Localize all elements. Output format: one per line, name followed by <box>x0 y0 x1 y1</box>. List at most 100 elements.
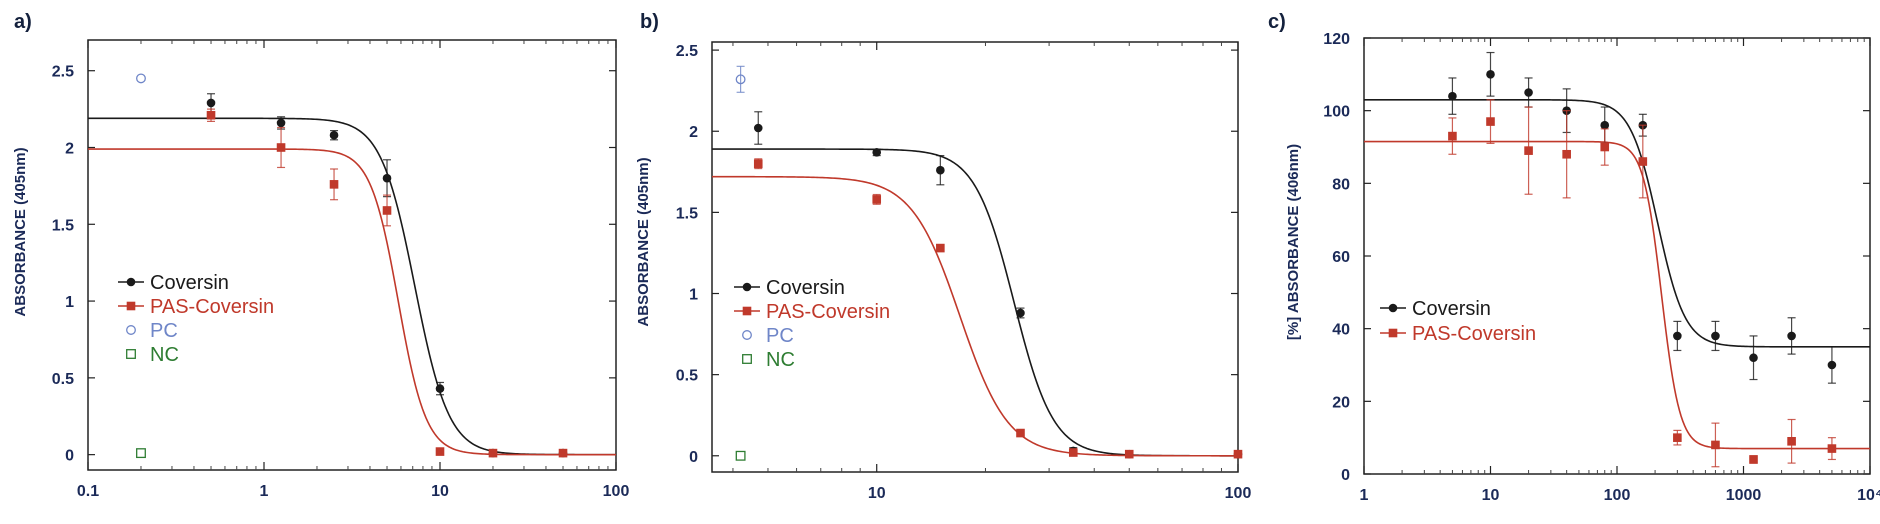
data-point <box>1524 88 1533 97</box>
data-point <box>276 118 286 128</box>
data-point <box>1827 360 1837 370</box>
x-tick-label: 10 <box>431 483 449 500</box>
data-point <box>735 450 746 461</box>
y-tick-label: 100 <box>1323 104 1350 121</box>
data-point <box>1827 444 1837 453</box>
data-point <box>276 143 286 152</box>
data-point <box>136 448 146 459</box>
data-point <box>329 130 339 140</box>
data-point <box>753 159 763 168</box>
x-tick-label: 10 <box>868 485 886 502</box>
legend-label: PAS-Coversin <box>150 296 274 318</box>
y-tick-label: 1 <box>689 287 698 304</box>
data-point <box>1486 117 1495 126</box>
data-point <box>1448 131 1457 141</box>
legend-label: Coversin <box>766 277 845 299</box>
y-tick-label: 20 <box>1332 394 1350 411</box>
legend-label: PC <box>766 325 794 347</box>
legend-marker <box>742 306 752 316</box>
y-axis-label: [%] ABSORBANCE (406nm) <box>1285 144 1302 340</box>
y-axis-label: ABSORBANCE (405nm) <box>12 147 29 316</box>
data-point <box>872 148 882 157</box>
legend-marker <box>126 325 136 335</box>
panel-c: c) [%] ABSORBANCE (406nm) 0 20 40 60 80 100 12… <box>1268 11 1880 504</box>
data-point <box>872 195 882 204</box>
data-point <box>382 173 392 183</box>
legend-label: Coversin <box>1412 298 1491 320</box>
x-tick-label: 100 <box>1225 485 1252 502</box>
legend-marker <box>742 354 752 364</box>
y-tick-label: 1 <box>65 294 74 311</box>
data-point <box>1600 120 1610 130</box>
panel-b: b) ABSORBANCE (405nm) 00.511.522.510 100 … <box>635 11 1251 502</box>
fit-curve <box>88 148 616 456</box>
data-point <box>1749 353 1758 363</box>
x-tick-label: 1 <box>1360 487 1369 504</box>
legend-marker <box>1388 303 1398 313</box>
data-point <box>382 206 392 215</box>
data-point <box>1016 308 1025 318</box>
legend-label: PAS-Coversin <box>1412 323 1536 345</box>
legend-label: NC <box>150 344 179 366</box>
data-point <box>1524 146 1533 155</box>
y-tick-label: 0.5 <box>52 371 74 388</box>
legend-marker <box>1388 328 1398 338</box>
data-point <box>936 165 945 175</box>
data-point <box>936 243 945 253</box>
y-axis-label: ABSORBANCE (405nm) <box>635 157 652 326</box>
x-tick-label: 1000 <box>1726 487 1762 504</box>
y-tick-label: 1.5 <box>52 217 74 234</box>
y-tick-label: 2.5 <box>52 64 74 81</box>
data-point <box>1124 449 1134 459</box>
panel-label: c) <box>1268 11 1286 33</box>
data-point <box>1486 70 1495 79</box>
data-point <box>1233 449 1243 459</box>
data-point <box>735 74 746 85</box>
y-tick-label: 2 <box>65 141 74 158</box>
data-point <box>1787 437 1796 446</box>
data-point <box>488 448 498 458</box>
fit-curve <box>712 175 1238 457</box>
y-tick-label: 0.5 <box>676 368 698 385</box>
legend-label: PAS-Coversin <box>766 301 890 323</box>
data-point <box>558 448 568 458</box>
panel-label: b) <box>640 11 659 33</box>
data-point <box>1711 331 1720 341</box>
x-tick-label: 1 <box>260 483 269 500</box>
panel-a: a) ABSORBANCE (405nm) 0 0.5 1 1.5 2 2.5 0.1 1 10… <box>12 11 629 500</box>
fit-curve <box>1364 98 1870 348</box>
y-tick-label: 0 <box>65 448 74 465</box>
legend-label: PC <box>150 320 178 342</box>
y-tick-label: 0 <box>1341 467 1350 484</box>
data-point <box>206 98 216 108</box>
plot-frame <box>711 41 1239 473</box>
y-tick-label: 2.5 <box>676 43 698 60</box>
data-point <box>1749 455 1758 464</box>
data-point <box>435 447 445 456</box>
legend-marker <box>126 301 136 311</box>
fit-curve <box>1364 140 1870 450</box>
x-tick-label: 100 <box>1604 487 1631 504</box>
legend-label: NC <box>766 349 795 371</box>
data-point <box>136 73 146 84</box>
y-tick-label: 40 <box>1332 322 1350 339</box>
legend-label: Coversin <box>150 272 229 294</box>
data-point <box>1068 448 1078 457</box>
x-tick-label: 0.1 <box>77 483 99 500</box>
legend-marker <box>742 282 752 292</box>
y-tick-label: 120 <box>1323 31 1350 48</box>
legend-marker <box>126 349 136 359</box>
legend-marker <box>742 330 752 340</box>
data-point <box>1673 433 1682 442</box>
x-tick-label: 100 <box>603 483 630 500</box>
plot-frame <box>1363 37 1871 475</box>
x-tick-label: 10 <box>1482 487 1500 504</box>
data-point <box>1787 331 1796 341</box>
panel-label: a) <box>14 11 32 33</box>
data-point <box>435 384 445 393</box>
data-point <box>1638 157 1648 166</box>
data-point <box>329 180 339 189</box>
data-point <box>206 110 216 120</box>
data-point <box>1562 149 1571 159</box>
